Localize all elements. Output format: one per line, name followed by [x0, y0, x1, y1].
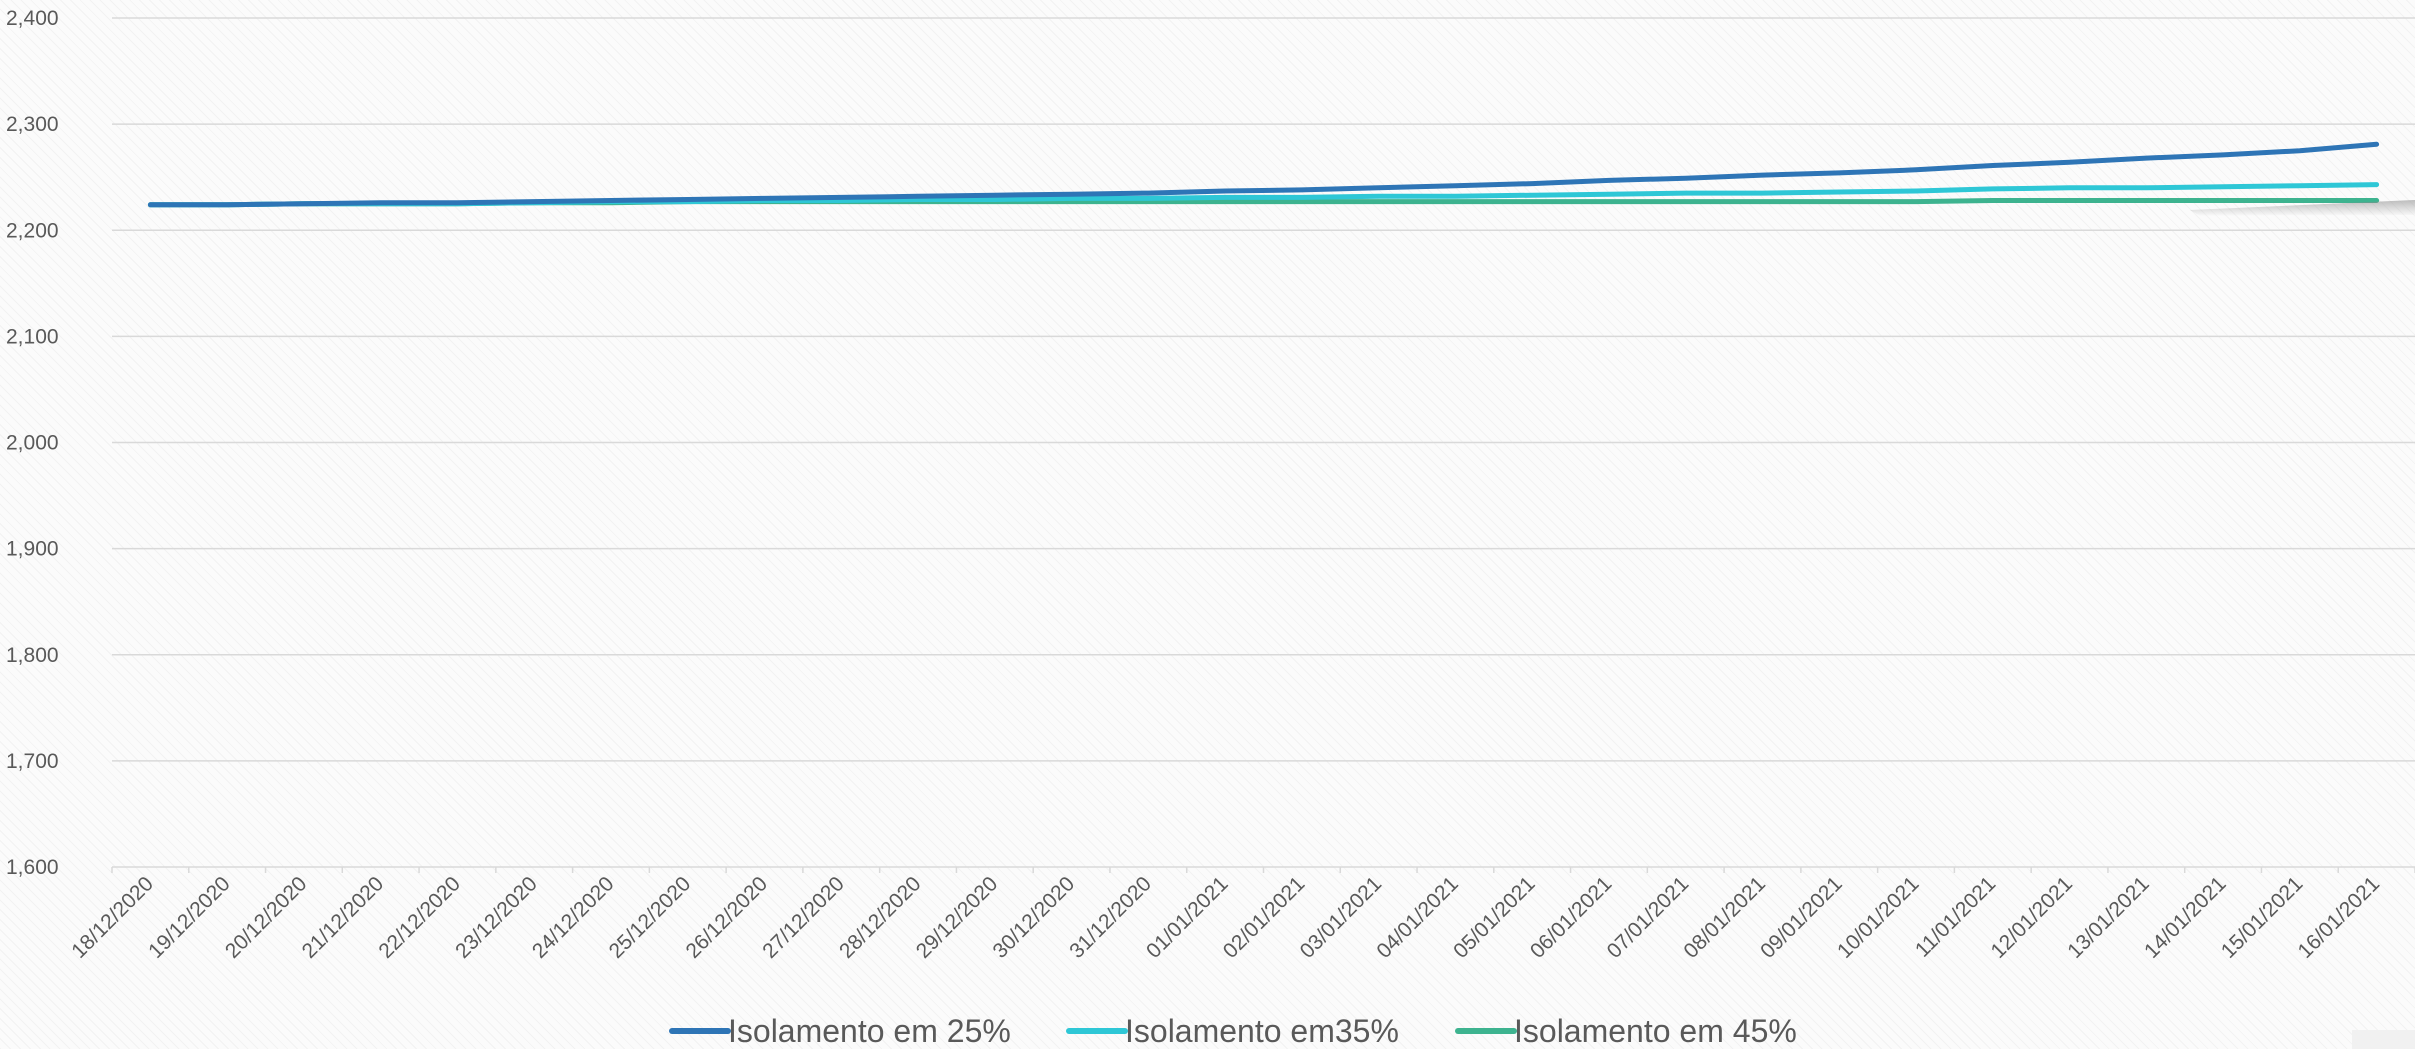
gridlines	[112, 17, 2415, 868]
x-tick-label: 22/12/2020	[374, 872, 465, 963]
x-tick-label: 25/12/2020	[605, 872, 696, 963]
y-tick-label: 1,600	[6, 856, 59, 879]
series-lines	[147, 141, 2380, 208]
x-tick-label: 16/01/2021	[2294, 872, 2385, 963]
legend-label: Isolamento em35%	[1125, 1013, 1399, 1049]
x-tick-label: 13/01/2021	[2063, 872, 2154, 963]
y-axis-ticks: 1,600 1,700 1,800 1,900 2,000 2,100 2,200 2,300…	[6, 7, 59, 879]
y-tick-label: 1,900	[6, 538, 59, 561]
series-line	[147, 141, 2380, 208]
x-tick-label: 09/01/2021	[1756, 872, 1847, 963]
x-tick-label: 28/12/2020	[835, 872, 926, 963]
x-tick-label: 26/12/2020	[681, 872, 772, 963]
y-tick-label: 1,700	[6, 750, 59, 773]
y-tick-label: 2,400	[6, 7, 59, 30]
x-tick-label: 12/01/2021	[1986, 872, 2077, 963]
x-tick-label: 27/12/2020	[758, 872, 849, 963]
y-tick-label: 2,200	[6, 219, 59, 242]
x-tick-label: 14/01/2021	[2140, 872, 2231, 963]
y-tick-label: 2,100	[6, 325, 59, 348]
x-tick-label: 01/01/2021	[1142, 872, 1233, 963]
legend-label: Isolamento em 45%	[1514, 1013, 1797, 1049]
x-tick-label: 05/01/2021	[1449, 872, 1540, 963]
x-tick-label: 20/12/2020	[221, 872, 312, 963]
x-tick-label: 19/12/2020	[144, 872, 235, 963]
x-tick-label: 03/01/2021	[1296, 872, 1387, 963]
x-tick-label: 18/12/2020	[67, 872, 158, 963]
x-tick-label: 07/01/2021	[1603, 872, 1694, 963]
x-tick-label: 21/12/2020	[298, 872, 389, 963]
x-tick-label: 04/01/2021	[1372, 872, 1463, 963]
x-tick-label: 10/01/2021	[1833, 872, 1924, 963]
legend-label: Isolamento em 25%	[728, 1013, 1011, 1049]
x-tick-label: 31/12/2020	[1065, 872, 1156, 963]
x-tick-label: 30/12/2020	[989, 872, 1080, 963]
y-tick-label: 2,300	[6, 113, 59, 136]
x-axis-ticks: 18/12/202019/12/202020/12/202021/12/2020…	[67, 867, 2415, 963]
x-tick-label: 08/01/2021	[1679, 872, 1770, 963]
decorative-shadow	[2190, 200, 2415, 216]
decorative-panel-corner	[2352, 1030, 2415, 1049]
x-tick-label: 24/12/2020	[528, 872, 619, 963]
y-tick-label: 2,000	[6, 432, 59, 455]
x-tick-label: 23/12/2020	[451, 872, 542, 963]
x-tick-label: 02/01/2021	[1219, 872, 1310, 963]
x-tick-label: 15/01/2021	[2217, 872, 2308, 963]
x-tick-label: 06/01/2021	[1526, 872, 1617, 963]
y-tick-label: 1,800	[6, 644, 59, 667]
x-tick-label: 29/12/2020	[912, 872, 1003, 963]
legend: Isolamento em 25% Isolamento em35% Isolame…	[669, 1013, 1797, 1049]
